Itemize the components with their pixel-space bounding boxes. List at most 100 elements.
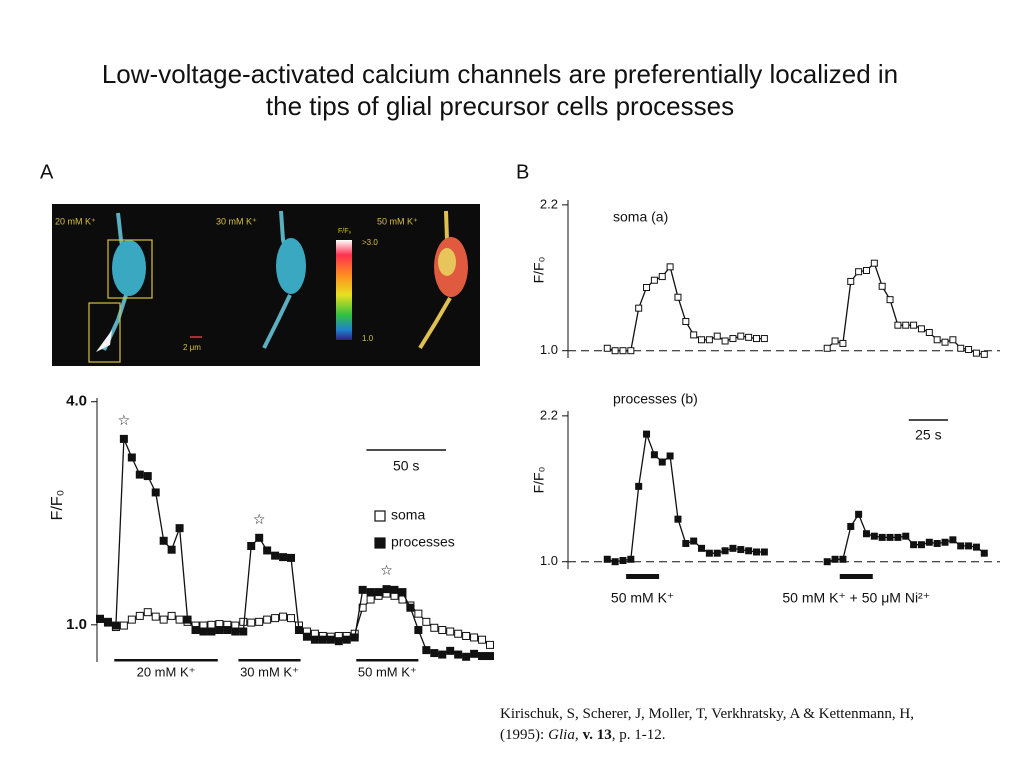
data-point	[422, 646, 431, 655]
stimulus-label: 50 mM K⁺	[611, 590, 674, 606]
data-point	[486, 640, 494, 649]
data-point	[745, 547, 753, 555]
stimulus-label: 50 mM K⁺ + 50 μM Ni²⁺	[782, 590, 930, 606]
data-point	[462, 652, 471, 661]
data-point	[239, 627, 248, 636]
data-point	[855, 510, 863, 518]
data-point	[862, 530, 870, 538]
data-point	[603, 555, 611, 563]
data-point	[279, 612, 288, 621]
data-point	[478, 652, 487, 661]
data-point	[894, 533, 902, 541]
data-point	[183, 615, 192, 624]
roi-box	[107, 239, 153, 299]
data-point	[643, 284, 651, 292]
data-point	[159, 536, 168, 545]
data-point	[143, 472, 152, 481]
data-point	[619, 556, 627, 564]
legend-swatch	[374, 510, 386, 522]
scale-bar-label: 25 s	[915, 427, 941, 443]
stimulus-label: 30 mM K⁺	[240, 664, 299, 679]
data-point	[729, 335, 737, 343]
data-point	[705, 336, 713, 344]
data-point	[366, 595, 375, 604]
data-point	[231, 627, 240, 636]
data-point	[933, 336, 941, 344]
data-point	[255, 533, 264, 542]
data-point	[279, 553, 288, 562]
stimulus-bar	[626, 574, 660, 579]
data-point	[422, 617, 431, 626]
data-point	[287, 614, 296, 623]
data-point	[760, 548, 768, 556]
data-point	[454, 629, 463, 638]
data-point	[175, 524, 184, 533]
data-point	[143, 608, 152, 617]
data-point	[167, 545, 176, 554]
data-point	[643, 430, 651, 438]
data-point	[823, 558, 831, 566]
data-point	[611, 347, 619, 355]
data-point	[334, 637, 343, 646]
citation-pages: , p. 1-12.	[611, 727, 666, 743]
data-point	[302, 632, 311, 641]
data-point	[207, 620, 216, 629]
data-point	[933, 539, 941, 547]
citation: Kirischuk, S, Scherer, J, Moller, T, Ver…	[500, 704, 990, 746]
data-point	[627, 347, 635, 355]
colorbar	[336, 240, 352, 340]
data-point	[430, 623, 439, 632]
citation-volume: v. 13	[582, 727, 612, 743]
data-point	[886, 296, 894, 304]
y-tick-label: 1.0	[66, 616, 87, 633]
data-point	[342, 635, 351, 644]
data-point	[263, 615, 272, 624]
data-point	[839, 555, 847, 563]
data-point	[135, 611, 144, 620]
data-point	[374, 588, 383, 597]
y-tick-label: 2.2	[540, 196, 558, 211]
data-point	[917, 325, 925, 333]
data-point	[103, 618, 112, 627]
data-point	[111, 621, 120, 630]
data-point	[862, 266, 870, 274]
condition-label: 20 mM K⁺	[55, 216, 96, 226]
y-tick-label: 1.0	[540, 342, 558, 357]
data-point	[398, 588, 407, 597]
chart-label: soma (a)	[613, 209, 668, 225]
data-point	[96, 614, 104, 623]
data-point	[682, 318, 690, 326]
data-point	[965, 345, 973, 353]
data-point	[486, 652, 494, 661]
data-point	[271, 614, 280, 623]
data-point	[247, 618, 256, 627]
data-point	[957, 542, 965, 550]
data-point	[917, 541, 925, 549]
data-point	[247, 541, 256, 550]
panel-label: A	[40, 161, 54, 183]
data-point	[358, 585, 367, 594]
data-point	[350, 633, 359, 642]
data-point	[949, 336, 957, 344]
y-tick-label: 2.2	[540, 407, 558, 422]
data-point	[690, 331, 698, 339]
data-point	[847, 277, 855, 285]
y-axis-label: F/F₀	[531, 256, 547, 283]
data-point	[151, 488, 160, 497]
data-point	[760, 335, 768, 343]
data-point	[658, 458, 666, 466]
chart-label: processes (b)	[613, 391, 698, 407]
stimulus-label: 20 mM K⁺	[137, 664, 196, 679]
data-point	[255, 617, 264, 626]
data-point	[159, 615, 168, 624]
y-tick-label: 1.0	[540, 553, 558, 568]
data-point	[318, 635, 327, 644]
data-point	[263, 546, 272, 555]
y-axis-label: F/F₀	[531, 466, 547, 493]
data-point	[127, 453, 136, 462]
data-point	[470, 649, 479, 658]
colorbar-title: F/F₀	[338, 228, 351, 235]
data-point	[215, 626, 224, 635]
data-point	[745, 333, 753, 341]
